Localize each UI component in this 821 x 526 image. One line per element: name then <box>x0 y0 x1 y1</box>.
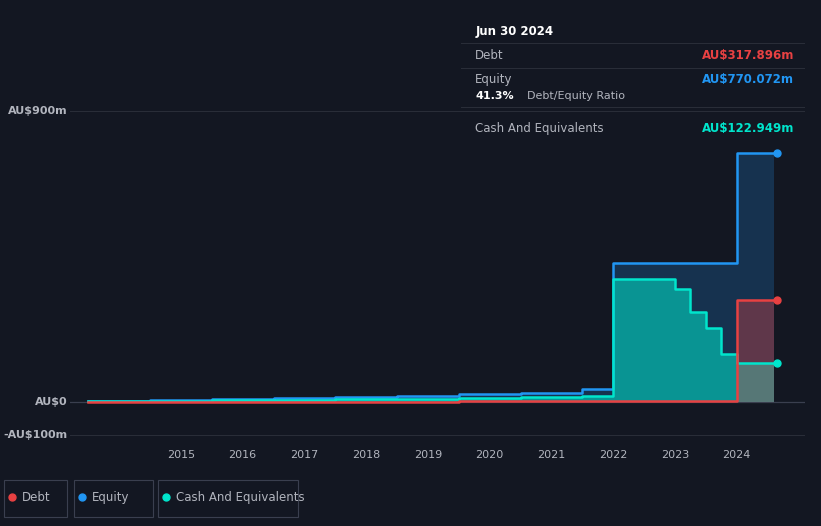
Text: AU$0: AU$0 <box>35 398 67 408</box>
Text: Debt: Debt <box>22 491 51 503</box>
Text: Cash And Equivalents: Cash And Equivalents <box>176 491 305 503</box>
Text: AU$317.896m: AU$317.896m <box>702 49 794 63</box>
FancyBboxPatch shape <box>4 480 67 517</box>
FancyBboxPatch shape <box>74 480 153 517</box>
Text: Debt: Debt <box>475 49 504 63</box>
Text: -AU$100m: -AU$100m <box>3 430 67 440</box>
Text: AU$122.949m: AU$122.949m <box>702 123 794 136</box>
FancyBboxPatch shape <box>158 480 298 517</box>
Text: Equity: Equity <box>475 73 512 86</box>
Text: Jun 30 2024: Jun 30 2024 <box>475 25 553 38</box>
Text: 41.3%: 41.3% <box>475 92 514 102</box>
Text: Debt/Equity Ratio: Debt/Equity Ratio <box>526 92 625 102</box>
Text: AU$770.072m: AU$770.072m <box>702 73 794 86</box>
Text: Equity: Equity <box>92 491 130 503</box>
Text: AU$900m: AU$900m <box>8 106 67 116</box>
Text: Cash And Equivalents: Cash And Equivalents <box>475 123 603 136</box>
